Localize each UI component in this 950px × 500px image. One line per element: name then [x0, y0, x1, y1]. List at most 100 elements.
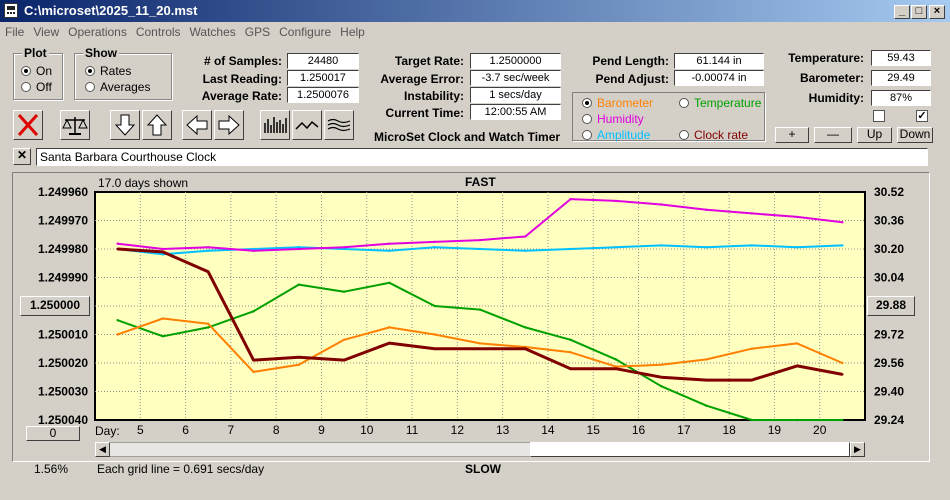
close-icon[interactable]: ×: [929, 5, 945, 19]
left-tick-label: 1.250020: [38, 356, 88, 370]
menu-view[interactable]: View: [33, 25, 60, 39]
up-button[interactable]: Up: [857, 127, 892, 143]
radio-icon: [582, 114, 592, 124]
center-left-button[interactable]: 1.250000: [20, 296, 90, 316]
series-point: [116, 247, 119, 251]
series-point: [795, 418, 799, 422]
plus-button[interactable]: +: [775, 127, 809, 143]
description-input[interactable]: Santa Barbara Courthouse Clock: [36, 148, 928, 166]
plot-on-label: On: [36, 64, 53, 78]
left-tick-label: 1.249990: [38, 271, 88, 285]
series-point: [795, 342, 799, 345]
menu-bar: File View Operations Controls Watches GPS Conf…: [0, 22, 950, 42]
scroll-right-icon[interactable]: ▶: [850, 442, 865, 457]
series-point: [705, 378, 708, 382]
checkbox-left[interactable]: [873, 110, 885, 122]
arrow-down-icon: [114, 114, 136, 136]
series-point: [207, 322, 210, 326]
left-arrow-button[interactable]: [182, 110, 212, 140]
series-amplitude-radio[interactable]: Amplitude: [582, 128, 650, 142]
series-point: [342, 247, 346, 251]
scroll-thumb[interactable]: [530, 442, 850, 457]
menu-file[interactable]: File: [5, 25, 25, 39]
series-point: [252, 310, 255, 313]
left-tick-label: 1.250030: [38, 385, 88, 399]
series-temperature-radio[interactable]: Temperature: [679, 96, 761, 110]
series-point: [297, 283, 301, 286]
center-right-button[interactable]: 29.88: [867, 296, 915, 316]
smooth-button[interactable]: [292, 110, 322, 140]
series-point: [659, 244, 663, 247]
menu-help[interactable]: Help: [340, 25, 365, 39]
minimize-icon[interactable]: _: [894, 5, 910, 19]
radio-selected-icon: [85, 66, 95, 76]
right-arrow-button[interactable]: [214, 110, 244, 140]
series-point: [614, 365, 618, 368]
series-point: [750, 378, 753, 382]
series-point: [297, 356, 301, 359]
clear-button[interactable]: [13, 110, 43, 140]
down-arrow-button[interactable]: [110, 110, 140, 140]
series-point: [614, 367, 618, 370]
series-point: [478, 247, 482, 251]
samples-label: # of Samples:: [203, 54, 282, 68]
menu-watches[interactable]: Watches: [189, 25, 236, 39]
up-arrow-button[interactable]: [142, 110, 172, 140]
series-point: [841, 244, 844, 247]
instability-field: 1 secs/day: [470, 87, 561, 103]
series-lines: [116, 197, 844, 422]
series-point: [478, 342, 482, 345]
pend-length-field[interactable]: 61.144 in: [674, 53, 764, 69]
minus-button[interactable]: —: [814, 127, 852, 143]
series-point: [750, 244, 753, 247]
right-tick-label: 29.40: [874, 385, 904, 399]
show-rates-radio[interactable]: Rates: [85, 64, 131, 78]
show-averages-label: Averages: [100, 80, 151, 94]
series-point: [569, 247, 572, 251]
x-tick-label: 11: [406, 423, 419, 437]
series-point: [569, 351, 572, 354]
series-point: [207, 249, 210, 252]
series-point: [433, 304, 436, 308]
series-point: [297, 246, 301, 249]
menu-controls[interactable]: Controls: [135, 25, 181, 39]
balance-button[interactable]: [60, 110, 90, 140]
series-point: [795, 215, 799, 219]
x-tick-label: 12: [451, 423, 465, 437]
menu-configure[interactable]: Configure: [279, 25, 332, 39]
description-close-button[interactable]: ✕: [13, 148, 31, 165]
zero-button[interactable]: 0: [26, 426, 80, 441]
series-humidity-radio[interactable]: Humidity: [582, 112, 644, 126]
series-point: [750, 347, 753, 350]
x-tick-label: 17: [677, 423, 691, 437]
scroll-left-icon[interactable]: ◀: [95, 442, 110, 457]
menu-gps[interactable]: GPS: [244, 25, 271, 39]
plot-off-radio[interactable]: Off: [21, 80, 52, 94]
right-tick-label: 30.52: [874, 185, 904, 199]
down-button[interactable]: Down: [897, 127, 933, 143]
series-point: [705, 208, 708, 212]
checkbox-right[interactable]: ✓: [916, 110, 928, 122]
series-point: [841, 418, 844, 422]
show-averages-radio[interactable]: Averages: [85, 80, 150, 94]
target-rate-field[interactable]: 1.2500000: [470, 53, 561, 69]
series-clock-rate-radio[interactable]: Clock rate: [679, 128, 748, 142]
maximize-icon[interactable]: □: [911, 5, 927, 19]
right-tick-label: 29.72: [874, 328, 904, 342]
raw-data-button[interactable]: [260, 110, 290, 140]
series-point: [705, 358, 708, 361]
target-rate-label: Target Rate:: [394, 54, 464, 68]
series-point: [252, 247, 255, 251]
multi-wave-button[interactable]: [324, 110, 354, 140]
menu-operations[interactable]: Operations: [68, 25, 127, 39]
barometer-field: 29.49: [871, 70, 931, 86]
arrow-up-icon: [146, 114, 168, 136]
series-point: [116, 319, 119, 322]
series-point: [614, 199, 618, 203]
humidity-label: Humidity:: [808, 91, 864, 105]
current-time-field: 12:00:55 AM: [470, 104, 561, 120]
series-point: [705, 404, 708, 407]
series-barometer-radio[interactable]: Barometer: [582, 96, 653, 110]
plot-on-radio[interactable]: On: [21, 64, 52, 78]
series-point: [569, 367, 572, 370]
